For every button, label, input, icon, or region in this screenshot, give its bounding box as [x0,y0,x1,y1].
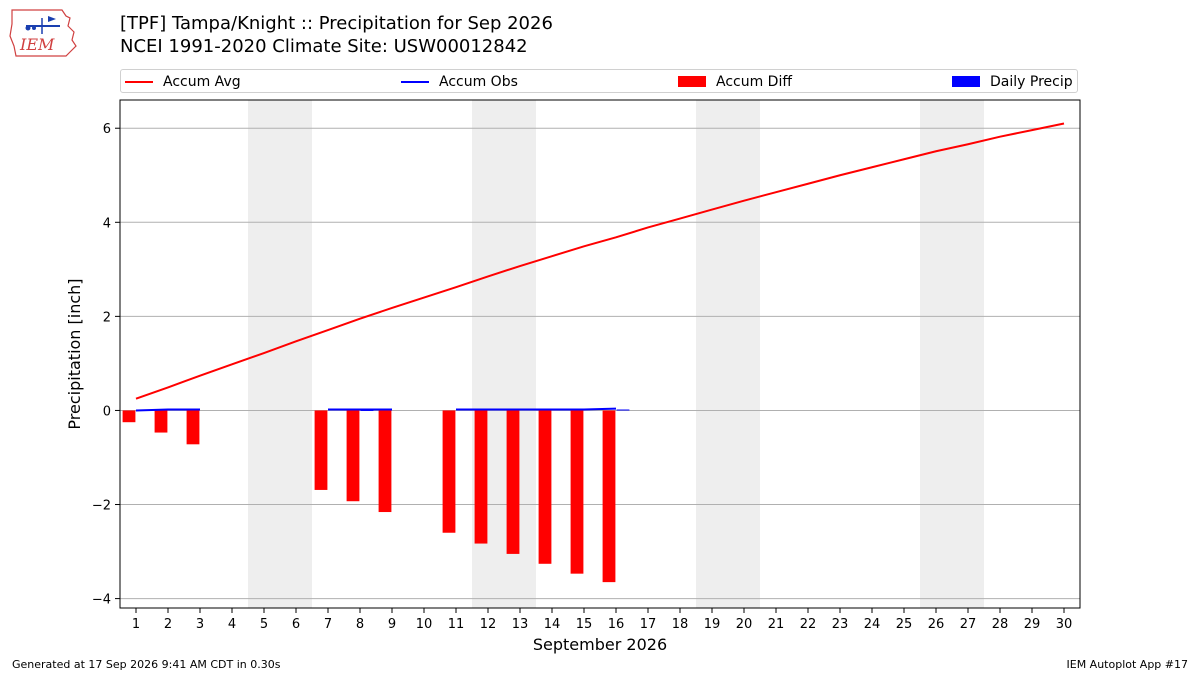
y-tick-label--4: −4 [92,593,111,608]
x-tick-label-13: 13 [512,617,529,632]
accum-diff-bar-day-7 [314,410,328,490]
x-tick-label-25: 25 [896,617,913,632]
x-tick-label-12: 12 [480,617,497,632]
x-tick-label-27: 27 [960,617,977,632]
weekend-band-4 [920,100,984,608]
y-tick-label-0: 0 [103,404,111,419]
y-axis-ticks: −4 −2 0 2 4 6 [92,122,120,608]
series-lines [135,122,1065,412]
accum-diff-bar-day-1 [122,410,136,423]
x-tick-label-19: 19 [704,617,721,632]
accum-avg-line [135,122,1065,400]
x-tick-label-28: 28 [992,617,1009,632]
y-gridlines [120,127,1080,600]
x-tick-label-15: 15 [576,617,593,632]
y-tick-label-4: 4 [103,216,111,231]
x-tick-label-1: 1 [132,617,140,632]
accum-diff-bar-day-11 [442,410,456,533]
accum-diff-bar-day-9 [378,410,392,513]
x-tick-label-18: 18 [672,617,689,632]
legend-label-daily-precip: Daily Precip [990,74,1073,90]
x-tick-label-29: 29 [1024,617,1041,632]
accum-diff-bar-day-13 [506,410,520,554]
x-tick-label-11: 11 [448,617,465,632]
autoplot-app-label: IEM Autoplot App #17 [1066,658,1189,671]
x-tick-label-26: 26 [928,617,945,632]
iem-logo-icon: IEM [9,9,77,57]
x-tick-label-9: 9 [388,617,396,632]
x-tick-label-8: 8 [356,617,364,632]
x-tick-label-2: 2 [164,617,172,632]
accum-diff-bar-day-3 [186,410,200,445]
x-tick-label-14: 14 [544,617,561,632]
x-tick-label-30: 30 [1056,617,1073,632]
x-tick-label-20: 20 [736,617,753,632]
chart-title: [TPF] Tampa/Knight :: Precipitation for … [120,12,553,58]
y-tick-label-6: 6 [103,122,111,137]
x-tick-label-24: 24 [864,617,881,632]
legend-swatch-accum-avg [125,81,153,83]
logo-text: IEM [19,35,55,54]
generated-timestamp: Generated at 17 Sep 2026 9:41 AM CDT in … [12,658,281,671]
y-tick-label--2: −2 [92,499,111,514]
x-tick-label-22: 22 [800,617,817,632]
chart-legend: Accum Avg Accum Obs Accum Diff Daily Pre… [120,69,1078,93]
x-axis-label: September 2026 [533,635,667,654]
x-tick-label-17: 17 [640,617,657,632]
accum-diff-bar-day-16 [602,410,616,583]
x-tick-label-6: 6 [292,617,300,632]
x-tick-label-21: 21 [768,617,785,632]
legend-swatch-accum-diff [678,76,706,87]
legend-swatch-accum-obs [401,81,429,83]
accum-diff-bar-day-2 [154,410,168,433]
accum-diff-bar-day-8 [346,410,360,502]
legend-swatch-daily-precip [952,76,980,87]
x-tick-label-16: 16 [608,617,625,632]
plot-frame [119,99,1081,609]
weekend-shading [248,100,984,608]
accum-diff-bar-day-14 [538,410,552,564]
y-tick-label-2: 2 [103,310,111,325]
accum-obs-line-segment-3 [456,407,617,411]
x-tick-label-4: 4 [228,617,236,632]
x-tick-label-7: 7 [324,617,332,632]
daily-precip-bar-day-16 [616,409,630,411]
x-tick-label-23: 23 [832,617,849,632]
accum-diff-bar-day-15 [570,410,584,574]
x-tick-label-10: 10 [416,617,433,632]
legend-label-accum-avg: Accum Avg [163,74,241,90]
x-tick-label-3: 3 [196,617,204,632]
y-axis-label: Precipitation [inch] [65,278,84,429]
legend-label-accum-obs: Accum Obs [439,74,518,90]
accum-diff-bars [122,410,616,583]
title-line-1: [TPF] Tampa/Knight :: Precipitation for … [120,13,553,34]
accum-obs-line-segment-1 [135,408,200,412]
legend-label-accum-diff: Accum Diff [716,74,793,90]
weekend-band-1 [248,100,312,608]
weekend-band-3 [696,100,760,608]
title-line-2: NCEI 1991-2020 Climate Site: USW00012842 [120,36,528,57]
x-tick-label-5: 5 [260,617,268,632]
accum-diff-bar-day-12 [474,410,488,544]
x-axis-ticks: 1 2 3 4 5 6 7 8 9 10 11 12 13 14 15 16 17 18 19 20 21 22 23 24 2… [132,608,1072,632]
